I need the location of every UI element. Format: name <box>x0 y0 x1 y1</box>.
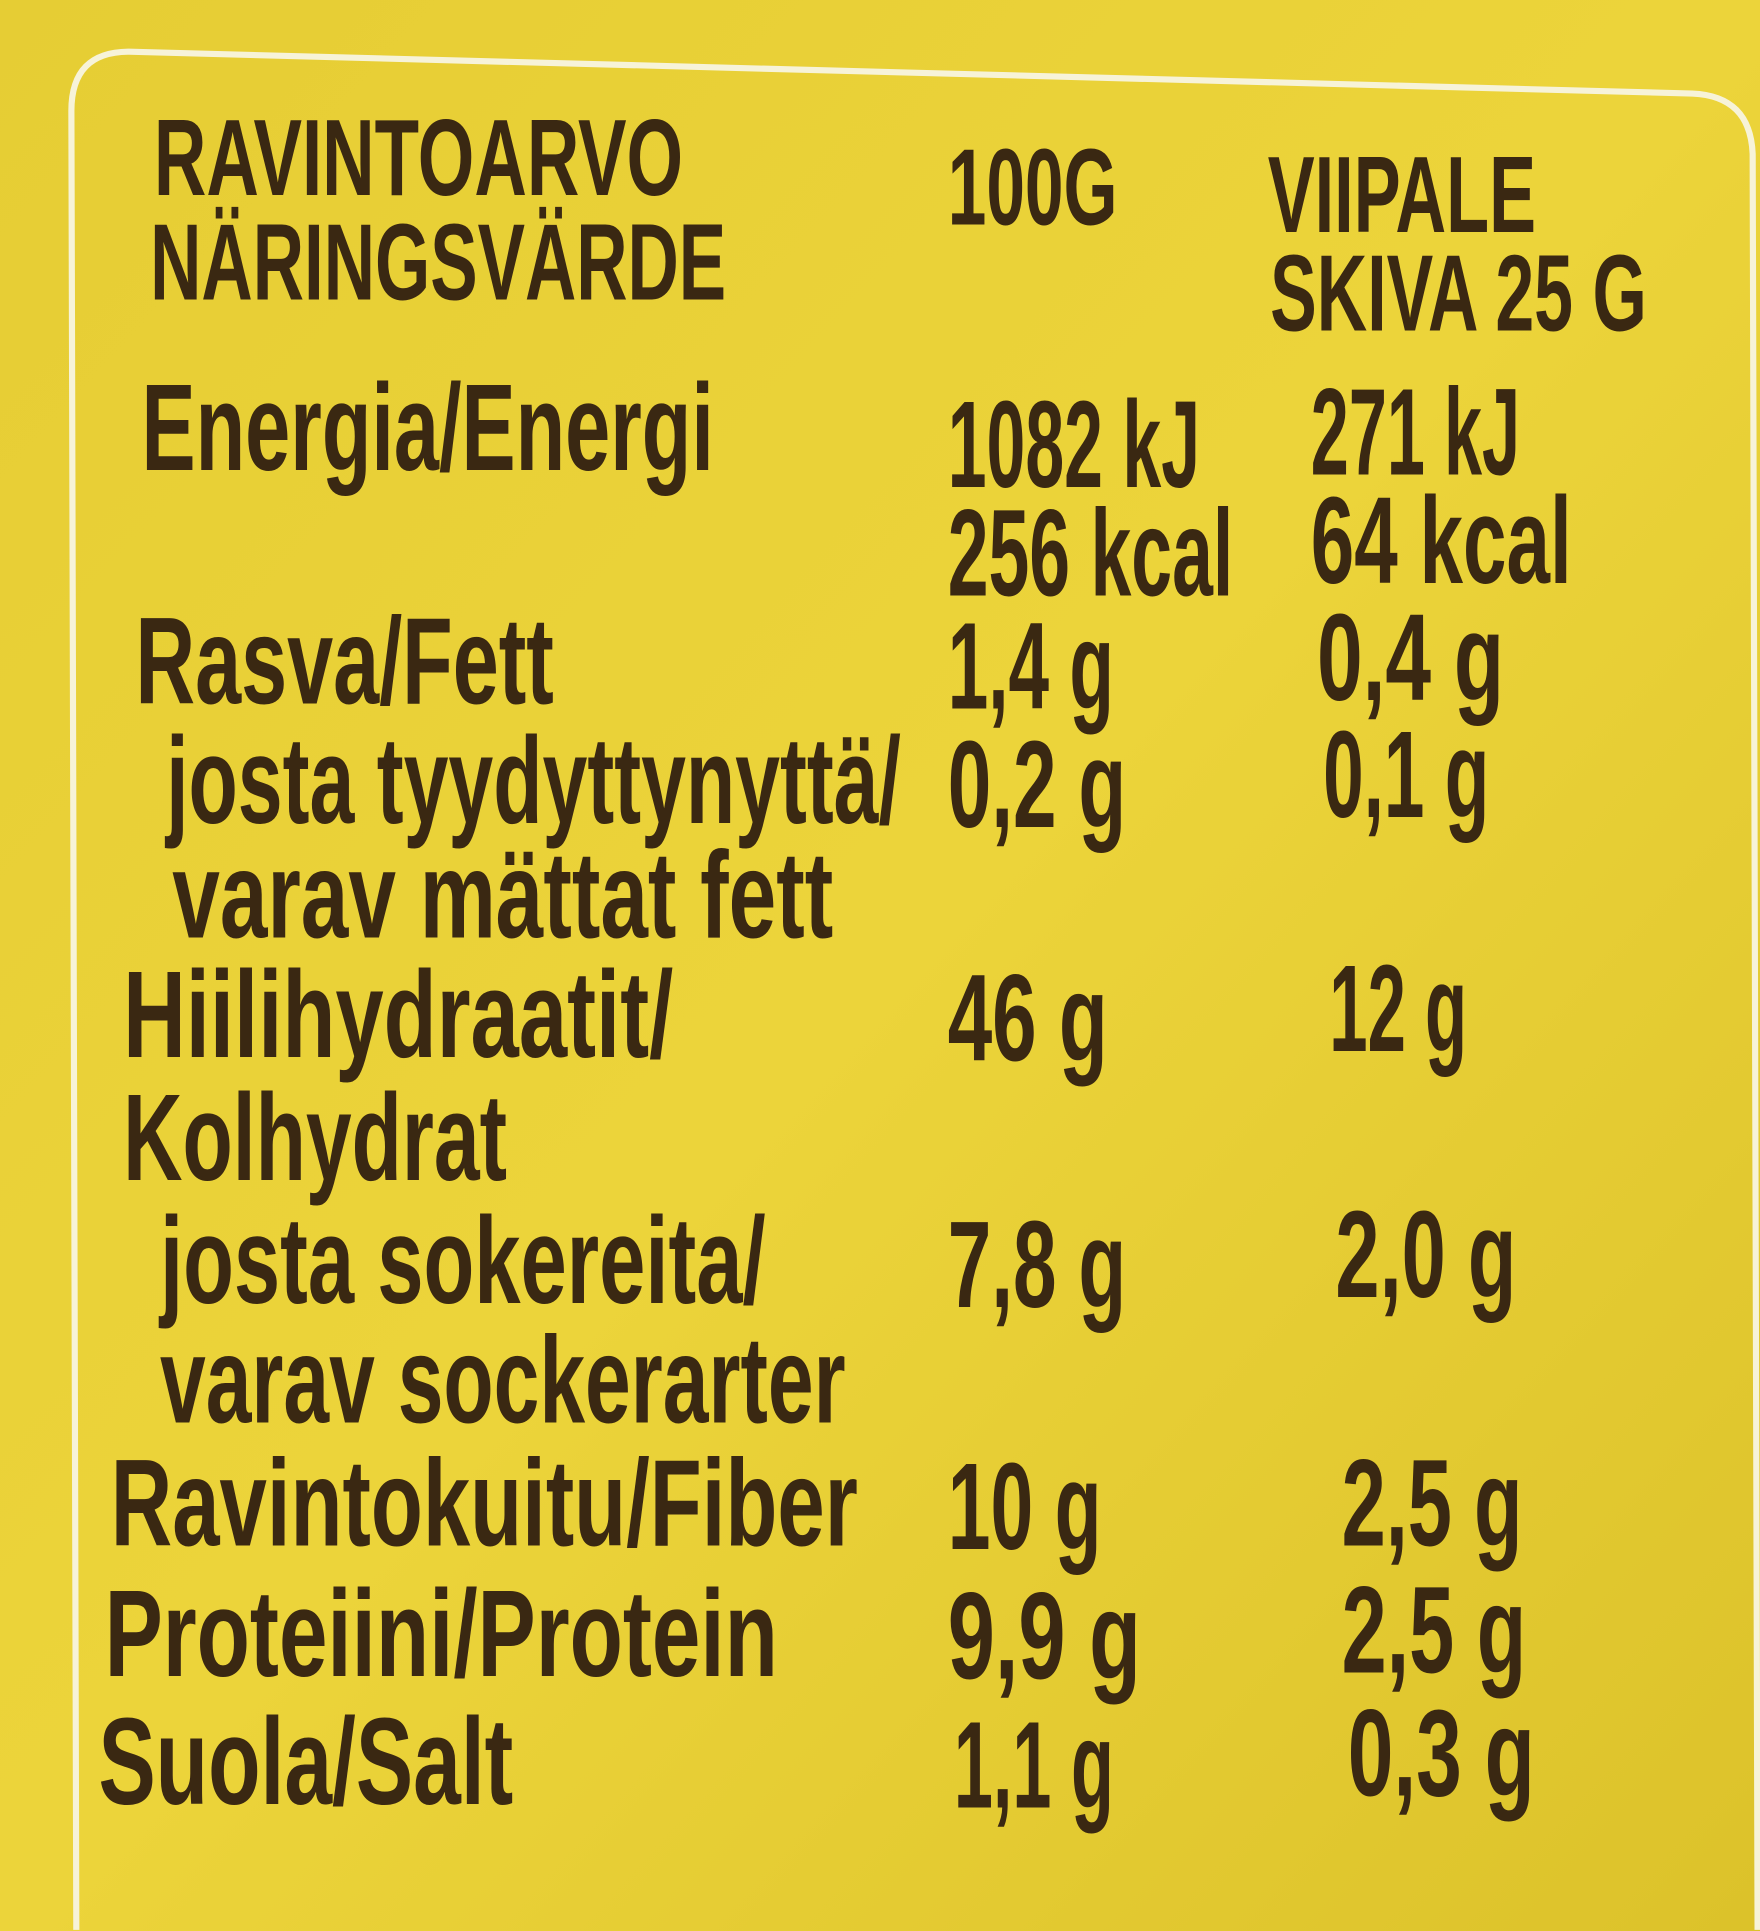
value-per-serving: 12 g <box>1329 941 1467 1078</box>
value-per-serving: 2,5 g <box>1342 1436 1523 1573</box>
value-per-100g: 1,4 g <box>948 599 1114 736</box>
nutrient-label: varav sockerarter <box>160 1312 846 1449</box>
value-per-100g: 46 g <box>948 951 1108 1088</box>
value-per-serving: 271 kJ <box>1311 365 1520 502</box>
value-per-100g: 7,8 g <box>948 1197 1126 1334</box>
nutrient-label: Ravintokuitu/Fiber <box>111 1436 858 1573</box>
column-header: SKIVA 25 G <box>1270 232 1647 353</box>
value-per-100g: 256 kcal <box>948 485 1234 622</box>
value-per-100g: 9,9 g <box>948 1568 1141 1705</box>
nutrient-label: josta sokereita/ <box>159 1193 766 1330</box>
nutrient-label: Energia/Energi <box>142 360 714 497</box>
value-per-100g: 0,2 g <box>948 717 1126 854</box>
value-per-100g: 1082 kJ <box>948 377 1200 514</box>
value-per-serving: 2,5 g <box>1342 1562 1527 1699</box>
value-per-serving: 0,3 g <box>1348 1685 1535 1822</box>
header-title: NÄRINGSVÄRDE <box>150 202 726 323</box>
nutrient-label: Rasva/Fett <box>135 594 553 731</box>
value-per-serving: 0,1 g <box>1323 707 1489 844</box>
column-header: VIIPALE <box>1268 134 1536 255</box>
value-per-serving: 0,4 g <box>1317 590 1504 727</box>
value-per-serving: 2,0 g <box>1335 1187 1516 1324</box>
column-header: 100G <box>948 127 1118 248</box>
value-per-serving: 64 kcal <box>1311 473 1572 610</box>
nutrient-label: varav mättat fett <box>172 828 833 965</box>
table-border <box>68 48 1760 1930</box>
value-per-100g: 10 g <box>948 1439 1102 1576</box>
nutrient-label: Kolhydrat <box>123 1070 507 1207</box>
nutrient-label: Hiilihydraatit/ <box>123 947 673 1084</box>
nutrient-label: Proteiini/Protein <box>105 1566 778 1703</box>
value-per-100g: 1,1 g <box>954 1698 1114 1835</box>
nutrient-label: josta tyydyttynyttä/ <box>165 713 901 850</box>
header-title: RAVINTOARVO <box>154 97 683 218</box>
nutrient-label: Suola/Salt <box>98 1694 513 1831</box>
